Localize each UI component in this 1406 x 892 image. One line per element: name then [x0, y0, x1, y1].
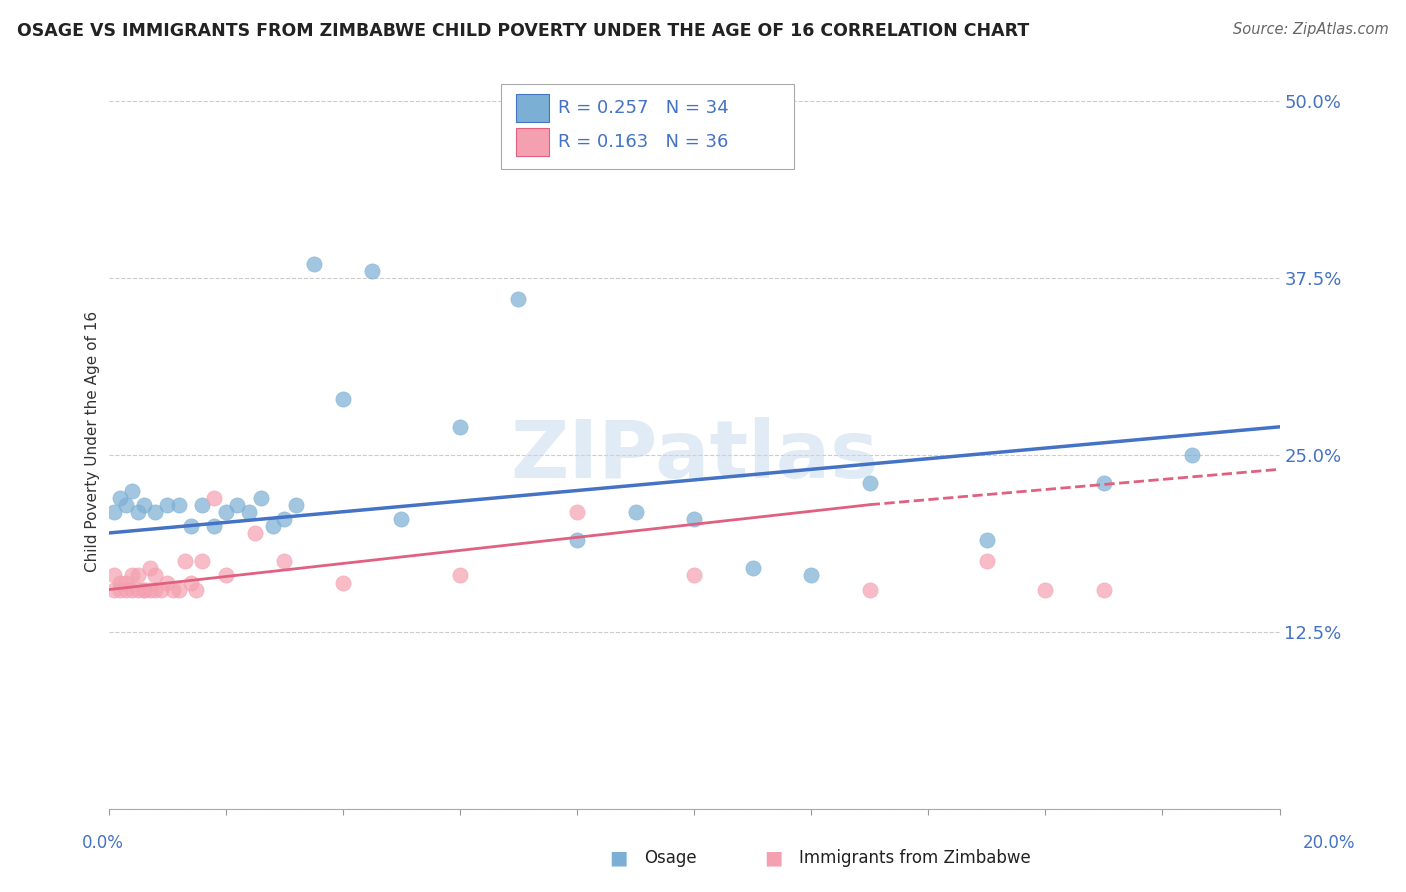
Point	[332, 392, 354, 406]
Point	[202, 491, 225, 505]
Point	[741, 561, 763, 575]
Point	[180, 519, 202, 533]
Point	[1181, 448, 1204, 462]
Point	[226, 498, 249, 512]
Point	[1092, 476, 1115, 491]
Point	[180, 575, 202, 590]
Point	[138, 582, 160, 597]
Point	[145, 505, 167, 519]
Text: R = 0.257   N = 34: R = 0.257 N = 34	[558, 99, 730, 118]
Point	[167, 498, 190, 512]
FancyBboxPatch shape	[516, 95, 548, 122]
Point	[273, 554, 295, 568]
Point	[103, 568, 125, 582]
Point	[103, 505, 125, 519]
Text: 0.0%: 0.0%	[82, 834, 124, 852]
Point	[127, 505, 149, 519]
Point	[624, 505, 647, 519]
Point	[145, 568, 167, 582]
Point	[127, 582, 149, 597]
Point	[132, 498, 155, 512]
Point	[1035, 582, 1057, 597]
Y-axis label: Child Poverty Under the Age of 16: Child Poverty Under the Age of 16	[86, 310, 100, 572]
Point	[238, 505, 260, 519]
Point	[215, 568, 238, 582]
Point	[103, 582, 125, 597]
Point	[121, 483, 143, 498]
Point	[110, 582, 132, 597]
Point	[115, 575, 138, 590]
Text: Osage: Osage	[644, 849, 696, 867]
Point	[150, 582, 173, 597]
Point	[138, 561, 160, 575]
Point	[110, 575, 132, 590]
Point	[262, 519, 284, 533]
Point	[191, 554, 214, 568]
Point	[332, 575, 354, 590]
Point	[132, 582, 155, 597]
Point	[145, 582, 167, 597]
Point	[1092, 582, 1115, 597]
Point	[173, 554, 195, 568]
Text: ■: ■	[609, 848, 628, 868]
Text: ZIPatlas: ZIPatlas	[510, 417, 879, 495]
Point	[191, 498, 214, 512]
Point	[976, 533, 998, 547]
Text: R = 0.163   N = 36: R = 0.163 N = 36	[558, 133, 728, 151]
FancyBboxPatch shape	[516, 128, 548, 156]
Point	[976, 554, 998, 568]
Point	[115, 498, 138, 512]
Point	[127, 568, 149, 582]
Point	[132, 582, 155, 597]
Point	[167, 582, 190, 597]
Point	[156, 498, 179, 512]
Point	[162, 582, 184, 597]
Point	[115, 582, 138, 597]
Point	[215, 505, 238, 519]
Point	[285, 498, 308, 512]
Text: OSAGE VS IMMIGRANTS FROM ZIMBABWE CHILD POVERTY UNDER THE AGE OF 16 CORRELATION : OSAGE VS IMMIGRANTS FROM ZIMBABWE CHILD …	[17, 22, 1029, 40]
Point	[243, 526, 266, 541]
Point	[273, 512, 295, 526]
Point	[859, 582, 882, 597]
Point	[121, 568, 143, 582]
Point	[121, 582, 143, 597]
Text: ■: ■	[763, 848, 783, 868]
Point	[186, 582, 208, 597]
Point	[683, 568, 706, 582]
FancyBboxPatch shape	[501, 84, 793, 169]
Point	[202, 519, 225, 533]
Text: Immigrants from Zimbabwe: Immigrants from Zimbabwe	[799, 849, 1031, 867]
Point	[859, 476, 882, 491]
Point	[156, 575, 179, 590]
Point	[449, 568, 471, 582]
Point	[110, 491, 132, 505]
Point	[565, 505, 588, 519]
Point	[250, 491, 273, 505]
Text: 20.0%: 20.0%	[1302, 834, 1355, 852]
Point	[508, 293, 530, 307]
Text: Source: ZipAtlas.com: Source: ZipAtlas.com	[1233, 22, 1389, 37]
Point	[389, 512, 412, 526]
Point	[683, 512, 706, 526]
Point	[800, 568, 823, 582]
Point	[302, 257, 325, 271]
Point	[565, 533, 588, 547]
Point	[361, 264, 384, 278]
Point	[449, 420, 471, 434]
